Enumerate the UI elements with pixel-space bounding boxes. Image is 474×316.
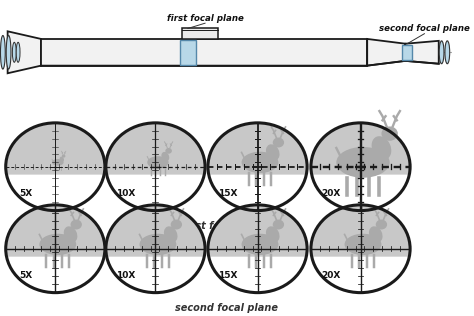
Ellipse shape [273,137,284,148]
Text: first focal plane: first focal plane [167,14,244,23]
Ellipse shape [345,234,382,255]
Ellipse shape [311,123,410,210]
Polygon shape [6,123,105,175]
Polygon shape [405,41,439,64]
Ellipse shape [273,220,284,229]
Text: second focal plane: second focal plane [174,303,278,313]
Ellipse shape [16,42,20,62]
Text: 15X: 15X [218,271,237,281]
Polygon shape [6,205,105,257]
Text: 15X: 15X [218,189,237,198]
FancyBboxPatch shape [41,39,367,66]
Text: 5X: 5X [19,189,32,198]
Ellipse shape [139,234,176,255]
Ellipse shape [12,42,16,62]
Text: 5X: 5X [19,271,32,281]
Ellipse shape [369,226,383,243]
Polygon shape [106,205,205,257]
Ellipse shape [208,205,307,293]
Polygon shape [311,123,410,175]
Polygon shape [367,39,405,66]
Text: 20X: 20X [321,189,340,198]
Ellipse shape [164,226,177,243]
Ellipse shape [6,205,105,293]
Text: 10X: 10X [116,189,136,198]
Ellipse shape [171,220,182,229]
FancyBboxPatch shape [182,28,219,39]
Polygon shape [8,31,41,73]
Ellipse shape [337,147,390,178]
Polygon shape [106,123,205,175]
Text: 10X: 10X [116,271,136,281]
Text: 20X: 20X [321,271,340,281]
Ellipse shape [311,205,410,293]
Ellipse shape [266,144,280,161]
Text: first focal plane: first focal plane [182,221,270,231]
Polygon shape [208,123,307,175]
Ellipse shape [0,35,5,69]
Ellipse shape [6,123,105,210]
Ellipse shape [106,123,205,210]
Polygon shape [208,205,307,257]
Ellipse shape [106,205,205,293]
Ellipse shape [242,234,278,255]
FancyBboxPatch shape [405,44,434,61]
Ellipse shape [445,41,450,64]
Ellipse shape [242,152,278,173]
Ellipse shape [266,226,280,243]
Ellipse shape [439,41,444,64]
Ellipse shape [64,226,77,243]
FancyBboxPatch shape [402,45,412,60]
Ellipse shape [52,159,64,166]
Ellipse shape [165,148,172,154]
FancyBboxPatch shape [180,40,195,65]
Text: second focal plane: second focal plane [379,24,470,33]
Ellipse shape [376,220,387,229]
Ellipse shape [147,156,169,168]
Ellipse shape [60,157,64,162]
Ellipse shape [39,234,76,255]
Ellipse shape [161,152,169,161]
Polygon shape [311,205,410,257]
Ellipse shape [6,35,11,69]
Ellipse shape [208,123,307,210]
Ellipse shape [372,136,392,160]
Ellipse shape [71,220,82,229]
Ellipse shape [382,126,398,141]
Ellipse shape [62,155,65,158]
